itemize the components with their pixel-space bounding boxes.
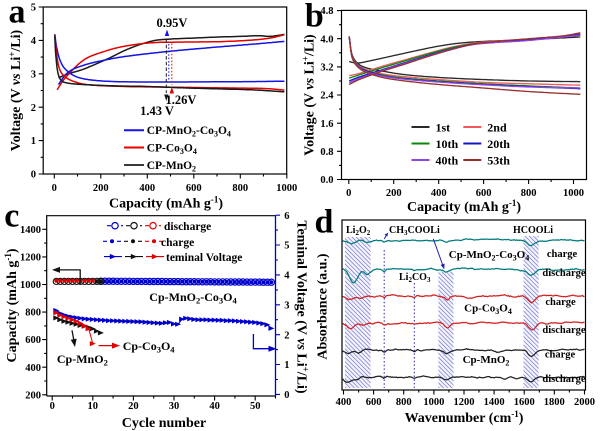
svg-text:discharge: discharge [542, 268, 586, 279]
svg-text:1.26V: 1.26V [166, 93, 197, 107]
svg-text:charge: charge [545, 350, 576, 361]
svg-text:0: 0 [50, 401, 55, 412]
svg-text:1200: 1200 [454, 397, 475, 408]
svg-text:1400: 1400 [484, 397, 505, 408]
svg-text:charge: charge [545, 297, 576, 308]
svg-text:Capacity (mAh g-1): Capacity (mAh g-1) [3, 248, 20, 362]
svg-text:53th: 53th [487, 153, 510, 167]
svg-text:800: 800 [521, 188, 537, 199]
svg-text:Li2CO3: Li2CO3 [399, 272, 431, 284]
svg-text:30: 30 [169, 401, 180, 412]
svg-text:1.6: 1.6 [320, 119, 333, 130]
svg-text:Cp-MnO2: Cp-MnO2 [463, 354, 510, 368]
svg-text:1400: 1400 [20, 225, 41, 236]
svg-text:800: 800 [232, 183, 248, 194]
svg-text:2000: 2000 [574, 397, 595, 408]
svg-text:0.8: 0.8 [320, 147, 333, 158]
svg-text:200: 200 [386, 188, 402, 199]
svg-text:Li2O2: Li2O2 [346, 225, 371, 237]
svg-text:2nd: 2nd [487, 120, 507, 134]
svg-text:20th: 20th [487, 137, 510, 151]
svg-text:Capacity (mAh g-1): Capacity (mAh g-1) [109, 195, 223, 212]
svg-text:2: 2 [284, 330, 289, 341]
svg-text:1000: 1000 [563, 188, 584, 199]
svg-text:1: 1 [284, 360, 289, 371]
svg-text:5: 5 [31, 3, 36, 14]
svg-text:400: 400 [431, 188, 447, 199]
svg-text:400: 400 [25, 363, 41, 374]
svg-text:1000: 1000 [20, 280, 41, 291]
svg-text:discharge: discharge [542, 374, 586, 385]
svg-text:3: 3 [31, 69, 36, 80]
svg-text:CP-MnO2: CP-MnO2 [147, 160, 196, 174]
svg-text:CP-Co3O4: CP-Co3O4 [147, 143, 197, 157]
svg-text:Wavenumber (cm-1): Wavenumber (cm-1) [405, 409, 524, 426]
svg-text:1: 1 [31, 136, 36, 147]
svg-text:discharge: discharge [542, 325, 586, 336]
svg-text:0: 0 [284, 390, 289, 401]
svg-text:40th: 40th [436, 153, 459, 167]
svg-text:4.0: 4.0 [320, 34, 333, 45]
svg-text:1st: 1st [436, 120, 451, 134]
svg-text:CH3COOLi: CH3COOLi [389, 225, 440, 237]
svg-text:Cp-MnO2: Cp-MnO2 [57, 352, 108, 368]
svg-text:1000: 1000 [423, 397, 444, 408]
svg-text:charge: charge [547, 249, 578, 260]
svg-text:Cycle number: Cycle number [122, 416, 206, 431]
svg-text:20: 20 [128, 401, 139, 412]
svg-text:200: 200 [25, 390, 41, 401]
svg-text:40: 40 [209, 401, 220, 412]
svg-text:200: 200 [93, 183, 109, 194]
svg-text:d: d [315, 203, 334, 240]
svg-text:Cp-Co3O4: Cp-Co3O4 [464, 303, 512, 317]
svg-text:2.4: 2.4 [320, 91, 334, 102]
svg-text:1.43 V: 1.43 V [140, 104, 174, 118]
svg-text:800: 800 [25, 308, 41, 319]
svg-text:600: 600 [186, 183, 202, 194]
svg-text:Voltage (V vs Li+/Li): Voltage (V vs Li+/Li) [7, 29, 24, 151]
svg-text:1000: 1000 [276, 183, 297, 194]
svg-text:Absorbance (a.u.): Absorbance (a.u.) [316, 253, 331, 360]
svg-text:charge: charge [161, 237, 194, 249]
svg-text:1200: 1200 [20, 253, 41, 264]
svg-text:600: 600 [476, 188, 492, 199]
svg-text:3.2: 3.2 [320, 63, 333, 74]
svg-text:50: 50 [250, 401, 261, 412]
svg-text:600: 600 [366, 397, 382, 408]
svg-text:0.0: 0.0 [320, 175, 333, 186]
svg-text:0.95V: 0.95V [157, 16, 188, 30]
svg-text:4: 4 [31, 36, 37, 47]
svg-text:10: 10 [88, 401, 99, 412]
svg-text:discharge: discharge [164, 221, 211, 233]
svg-text:4: 4 [284, 271, 290, 282]
svg-text:400: 400 [139, 183, 155, 194]
svg-text:3: 3 [284, 300, 289, 311]
svg-text:10th: 10th [436, 137, 459, 151]
svg-text:2: 2 [31, 103, 36, 114]
svg-text:Teminal Voltage (V vs Li+/Li): Teminal Voltage (V vs Li+/Li) [294, 220, 311, 394]
svg-text:6: 6 [284, 211, 289, 222]
svg-text:1600: 1600 [514, 397, 535, 408]
svg-text:Cp-Co3O4: Cp-Co3O4 [123, 339, 176, 355]
svg-text:HCOOLi: HCOOLi [513, 225, 553, 236]
svg-text:c: c [4, 198, 19, 235]
svg-text:b: b [305, 0, 324, 35]
svg-text:0: 0 [346, 188, 351, 199]
svg-text:0: 0 [31, 170, 36, 181]
svg-text:Cp-MnO2-Co3O4: Cp-MnO2-Co3O4 [449, 249, 529, 263]
svg-text:4.8: 4.8 [320, 6, 333, 17]
svg-text:1800: 1800 [544, 397, 565, 408]
svg-text:600: 600 [25, 335, 41, 346]
svg-text:teminal Voltage: teminal Voltage [166, 252, 242, 264]
svg-text:Cp-MnO2-Co3O4: Cp-MnO2-Co3O4 [149, 290, 237, 306]
svg-text:400: 400 [336, 397, 352, 408]
svg-text:5: 5 [284, 241, 289, 252]
svg-text:a: a [9, 0, 26, 31]
svg-text:Capacity (mAh g-1): Capacity (mAh g-1) [407, 198, 521, 215]
svg-text:0: 0 [52, 183, 57, 194]
svg-text:800: 800 [396, 397, 412, 408]
svg-text:Voltage (V vs Li+/Li): Voltage (V vs Li+/Li) [301, 34, 318, 156]
svg-text:CP-MnO2-Co3O4: CP-MnO2-Co3O4 [147, 125, 231, 139]
